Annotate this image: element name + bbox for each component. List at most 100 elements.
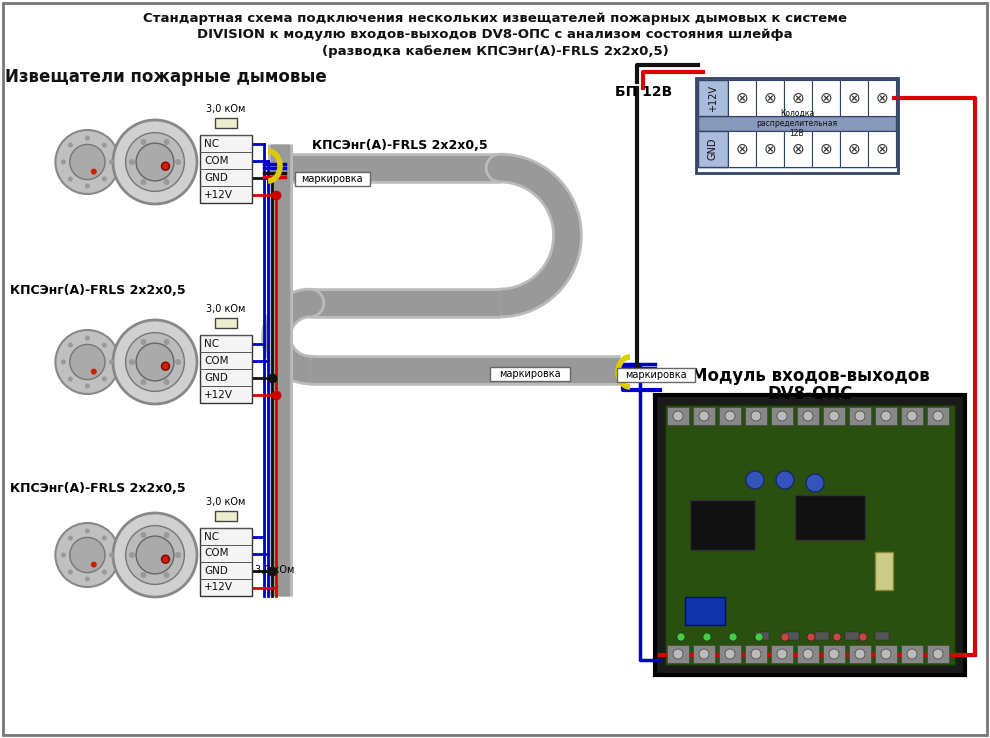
Circle shape bbox=[55, 523, 120, 587]
Text: GND: GND bbox=[204, 173, 228, 182]
Text: КПСЭнг(А)-FRLS 2х2х0,5: КПСЭнг(А)-FRLS 2х2х0,5 bbox=[10, 283, 186, 297]
Circle shape bbox=[141, 572, 147, 578]
Circle shape bbox=[126, 333, 184, 391]
Circle shape bbox=[703, 633, 711, 641]
Circle shape bbox=[673, 411, 683, 421]
Text: 3,0 кОм: 3,0 кОм bbox=[206, 304, 246, 314]
Bar bbox=[927, 645, 949, 663]
Circle shape bbox=[70, 537, 105, 573]
Text: ⊗: ⊗ bbox=[820, 142, 833, 156]
Circle shape bbox=[746, 471, 764, 489]
Circle shape bbox=[61, 359, 66, 365]
Circle shape bbox=[102, 176, 107, 182]
Bar bbox=[875, 552, 893, 590]
Circle shape bbox=[907, 411, 917, 421]
Circle shape bbox=[806, 474, 824, 492]
Text: маркировка: маркировка bbox=[499, 369, 560, 379]
Text: ⊗: ⊗ bbox=[792, 91, 804, 106]
Circle shape bbox=[699, 649, 709, 659]
Circle shape bbox=[755, 633, 763, 641]
Bar bbox=[698, 131, 896, 167]
Bar bbox=[690, 500, 755, 550]
Text: маркировка: маркировка bbox=[626, 370, 687, 380]
Text: ⊗: ⊗ bbox=[763, 142, 776, 156]
Text: +12V: +12V bbox=[708, 84, 718, 111]
Circle shape bbox=[55, 130, 120, 194]
Bar bbox=[685, 597, 725, 625]
Circle shape bbox=[777, 649, 787, 659]
Circle shape bbox=[673, 649, 683, 659]
Circle shape bbox=[126, 525, 184, 584]
Circle shape bbox=[729, 633, 737, 641]
Circle shape bbox=[70, 345, 105, 379]
Circle shape bbox=[163, 572, 169, 578]
Bar bbox=[745, 407, 767, 425]
Text: ⊗: ⊗ bbox=[792, 142, 804, 156]
Circle shape bbox=[163, 339, 169, 345]
Bar bbox=[698, 116, 896, 131]
Text: Стандартная схема подключения нескольких извещателей пожарных дымовых к системе: Стандартная схема подключения нескольких… bbox=[143, 12, 847, 25]
Text: ⊗: ⊗ bbox=[847, 91, 860, 106]
Text: 3,0 кОм: 3,0 кОм bbox=[206, 104, 246, 114]
Text: GND: GND bbox=[708, 138, 718, 160]
Bar bbox=[875, 407, 897, 425]
Circle shape bbox=[109, 359, 114, 365]
Circle shape bbox=[91, 168, 97, 175]
Text: +12V: +12V bbox=[204, 390, 233, 399]
Text: КПСЭнг(А)-FRLS 2х2х0,5: КПСЭнг(А)-FRLS 2х2х0,5 bbox=[10, 481, 186, 494]
Text: NC: NC bbox=[204, 339, 219, 348]
Bar bbox=[901, 407, 923, 425]
Circle shape bbox=[109, 553, 114, 557]
Bar bbox=[665, 405, 955, 665]
Circle shape bbox=[113, 320, 197, 404]
Bar bbox=[795, 495, 865, 540]
Text: КПСЭнг(А)-FRLS 2х2х0,5: КПСЭнг(А)-FRLS 2х2х0,5 bbox=[312, 139, 488, 151]
Circle shape bbox=[102, 536, 107, 540]
Text: DIVISION к модулю входов-выходов DV8-ОПС с анализом состояния шлейфа: DIVISION к модулю входов-выходов DV8-ОПС… bbox=[197, 28, 793, 41]
Text: Модуль входов-выходов: Модуль входов-выходов bbox=[691, 367, 930, 385]
Bar bbox=[200, 335, 252, 403]
Bar bbox=[823, 645, 845, 663]
Circle shape bbox=[85, 576, 90, 582]
Circle shape bbox=[141, 339, 147, 345]
Text: +12V: +12V bbox=[204, 190, 233, 199]
Bar bbox=[901, 645, 923, 663]
Circle shape bbox=[141, 379, 147, 385]
Bar bbox=[771, 407, 793, 425]
Circle shape bbox=[175, 159, 181, 165]
Bar bbox=[823, 407, 845, 425]
Circle shape bbox=[803, 649, 813, 659]
Circle shape bbox=[751, 649, 761, 659]
Circle shape bbox=[855, 649, 865, 659]
Bar bbox=[655, 395, 965, 675]
Text: БП 12В: БП 12В bbox=[615, 85, 672, 99]
Circle shape bbox=[68, 342, 73, 348]
Bar bbox=[719, 407, 741, 425]
Text: DV8-ОПС: DV8-ОПС bbox=[767, 385, 852, 403]
Circle shape bbox=[61, 553, 66, 557]
Bar bbox=[784, 80, 812, 116]
Circle shape bbox=[85, 528, 90, 534]
Circle shape bbox=[725, 649, 735, 659]
Circle shape bbox=[85, 136, 90, 140]
Bar bbox=[745, 645, 767, 663]
Text: +12V: +12V bbox=[204, 582, 233, 593]
Bar bbox=[215, 118, 237, 128]
Circle shape bbox=[85, 336, 90, 340]
Circle shape bbox=[175, 359, 181, 365]
Circle shape bbox=[91, 368, 97, 375]
Circle shape bbox=[129, 552, 135, 558]
Bar bbox=[756, 80, 784, 116]
Bar bbox=[693, 645, 715, 663]
Bar bbox=[728, 131, 756, 167]
Circle shape bbox=[163, 139, 169, 145]
Circle shape bbox=[129, 359, 135, 365]
Circle shape bbox=[163, 179, 169, 185]
Circle shape bbox=[163, 532, 169, 538]
Bar bbox=[875, 645, 897, 663]
Bar bbox=[840, 131, 868, 167]
Bar bbox=[696, 78, 898, 173]
Bar bbox=[490, 367, 570, 381]
Circle shape bbox=[141, 139, 147, 145]
Text: маркировка: маркировка bbox=[301, 174, 362, 184]
